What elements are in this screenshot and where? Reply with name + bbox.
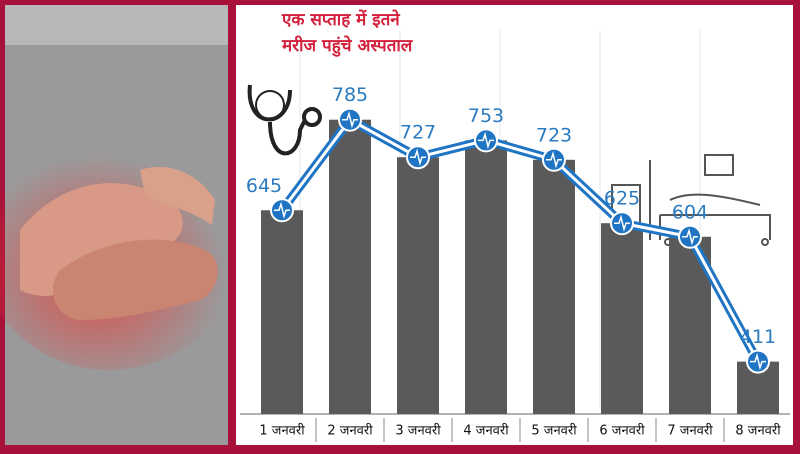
pulse-icon [614, 214, 630, 232]
value-label: 604 [672, 201, 708, 223]
x-tick-label: 1 जनवरी [259, 423, 305, 439]
pulse-icon [750, 352, 766, 371]
value-label: 723 [536, 124, 572, 146]
pulse-icon [682, 228, 698, 246]
plot: 1 जनवरी 2 जनवरी 3 जनवरी 4 जनवरी 5 जनवरी 6 जनव… [246, 84, 781, 442]
bar [601, 223, 643, 414]
title-line: एक सप्ताह में इतने [281, 9, 400, 30]
x-tick-label: 8 जनवरी [735, 423, 781, 439]
x-tick-label: 4 जनवरी [463, 423, 509, 439]
value-label: 727 [400, 122, 436, 144]
photo [0, 5, 240, 445]
pulse-icon [546, 151, 562, 169]
pulse-icon [274, 201, 290, 219]
category-strip [236, 415, 793, 445]
value-label: 645 [246, 175, 282, 197]
stethoscope-icon [247, 84, 322, 156]
value-label: 625 [604, 188, 640, 210]
pulse-icon [478, 131, 494, 150]
bar [533, 159, 575, 414]
x-tick-label: 3 जनवरी [395, 423, 441, 439]
value-label: 753 [468, 105, 504, 127]
x-tick-label: 5 जनवरी [531, 423, 577, 439]
bar [465, 140, 507, 414]
x-tick-label: 7 जनवरी [667, 423, 713, 439]
value-label: 785 [332, 84, 368, 106]
bar [397, 157, 439, 414]
x-tick-label: 2 जनवरी [327, 423, 373, 439]
title-line: मरीज पहुंचे अस्पताल [281, 35, 414, 57]
bar [261, 210, 303, 414]
pulse-icon [410, 148, 426, 166]
x-tick-label: 6 जनवरी [599, 423, 645, 439]
value-label: 411 [740, 326, 776, 348]
pulse-icon [342, 111, 358, 129]
bar [329, 119, 371, 415]
